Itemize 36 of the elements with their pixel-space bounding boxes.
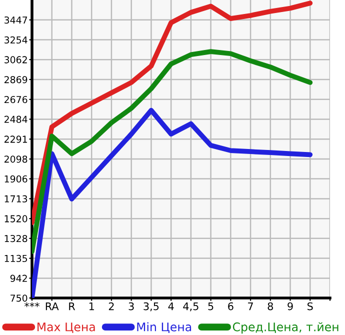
y-tick-label: 3447 bbox=[4, 16, 28, 24]
x-tick-label: 3 bbox=[128, 302, 134, 310]
y-tick-label: 1328 bbox=[4, 234, 28, 242]
x-tick-label: 2 bbox=[108, 302, 114, 310]
y-tick-label: 1520 bbox=[4, 215, 28, 222]
x-tick-label: RA bbox=[46, 302, 59, 310]
x-tick-label: R bbox=[69, 302, 76, 310]
y-tick-label: 3062 bbox=[4, 56, 27, 64]
x-tick-label: 5 bbox=[208, 302, 214, 310]
x-tick-label: 4,5 bbox=[183, 302, 198, 312]
legend-label: Сред.Цена, т.йен bbox=[232, 322, 338, 334]
x-tick-label: *** bbox=[24, 302, 40, 308]
y-tick-label: 750 bbox=[10, 294, 28, 302]
x-tick-label: S bbox=[308, 302, 313, 310]
y-tick-label: 1713 bbox=[4, 195, 28, 202]
x-tick-label: 3,5 bbox=[144, 302, 159, 312]
line-series bbox=[32, 0, 313, 226]
y-tick-label: 1135 bbox=[4, 254, 28, 262]
x-tick-label: 8 bbox=[268, 302, 273, 310]
x-tick-label: 9 bbox=[288, 302, 293, 310]
legend-label: Max Цена bbox=[38, 322, 95, 334]
y-tick-label: 2869 bbox=[4, 76, 28, 84]
x-tick-label: 1 bbox=[89, 302, 94, 310]
y-tick-label: 3254 bbox=[4, 36, 28, 44]
x-tick-label: 4 bbox=[168, 302, 174, 310]
line-series bbox=[32, 49, 313, 254]
y-tick-label: 2291 bbox=[4, 136, 27, 143]
y-tick-label: 2484 bbox=[4, 116, 28, 123]
y-tick-label: 942 bbox=[10, 274, 27, 282]
legend-label: Min Цена bbox=[137, 322, 192, 334]
line-series bbox=[32, 108, 313, 298]
y-tick-label: 1906 bbox=[4, 175, 28, 183]
y-tick-label: 2676 bbox=[4, 96, 28, 104]
y-tick-label: 2098 bbox=[4, 156, 28, 163]
x-tick-label: 7 bbox=[248, 302, 253, 310]
x-tick-label: 6 bbox=[228, 302, 234, 310]
